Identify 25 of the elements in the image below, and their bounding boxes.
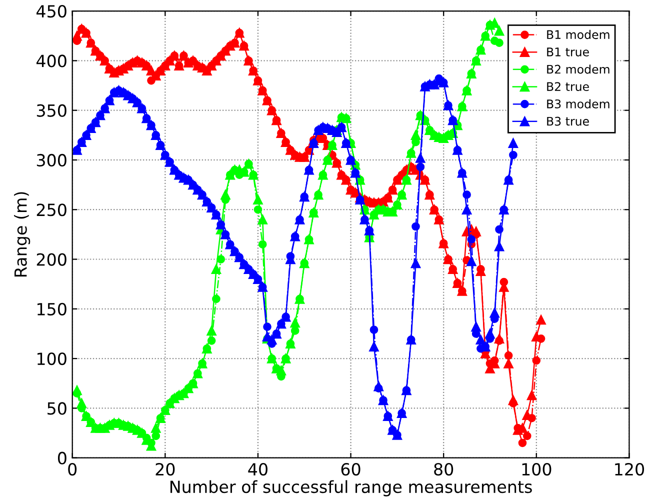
legend-label: B2 modem [547,64,610,74]
legend-label: B1 true [547,48,589,56]
legend-label: B1 modem [547,30,610,40]
legend-label: B2 true [547,82,589,92]
y-tick-label: 250 [36,204,66,216]
x-tick-label: 60 [341,462,360,476]
y-tick-label: 350 [36,104,66,117]
legend-label: B3 true [547,116,589,126]
x-tick-label: 120 [615,462,644,476]
x-tick-label: 100 [522,462,552,476]
y-tick-label: 50 [48,402,66,415]
x-tick-label: 40 [248,462,268,476]
y-tick-label: 0 [58,452,66,464]
legend-label: B3 modem [547,99,610,108]
y-axis-title: Range (m) [14,192,30,276]
x-tick-label: 20 [156,462,175,476]
y-tick-label: 300 [36,154,66,167]
y-tick-label: 200 [36,253,66,266]
x-tick-label: 0 [68,462,77,476]
y-tick-label: 450 [36,5,66,18]
y-tick-label: 150 [38,302,66,316]
x-axis-title: Number of successful range measurements [170,480,532,496]
x-tick-label: 80 [434,462,454,476]
y-tick-label: 400 [36,54,66,68]
y-tick-label: 100 [38,352,66,366]
